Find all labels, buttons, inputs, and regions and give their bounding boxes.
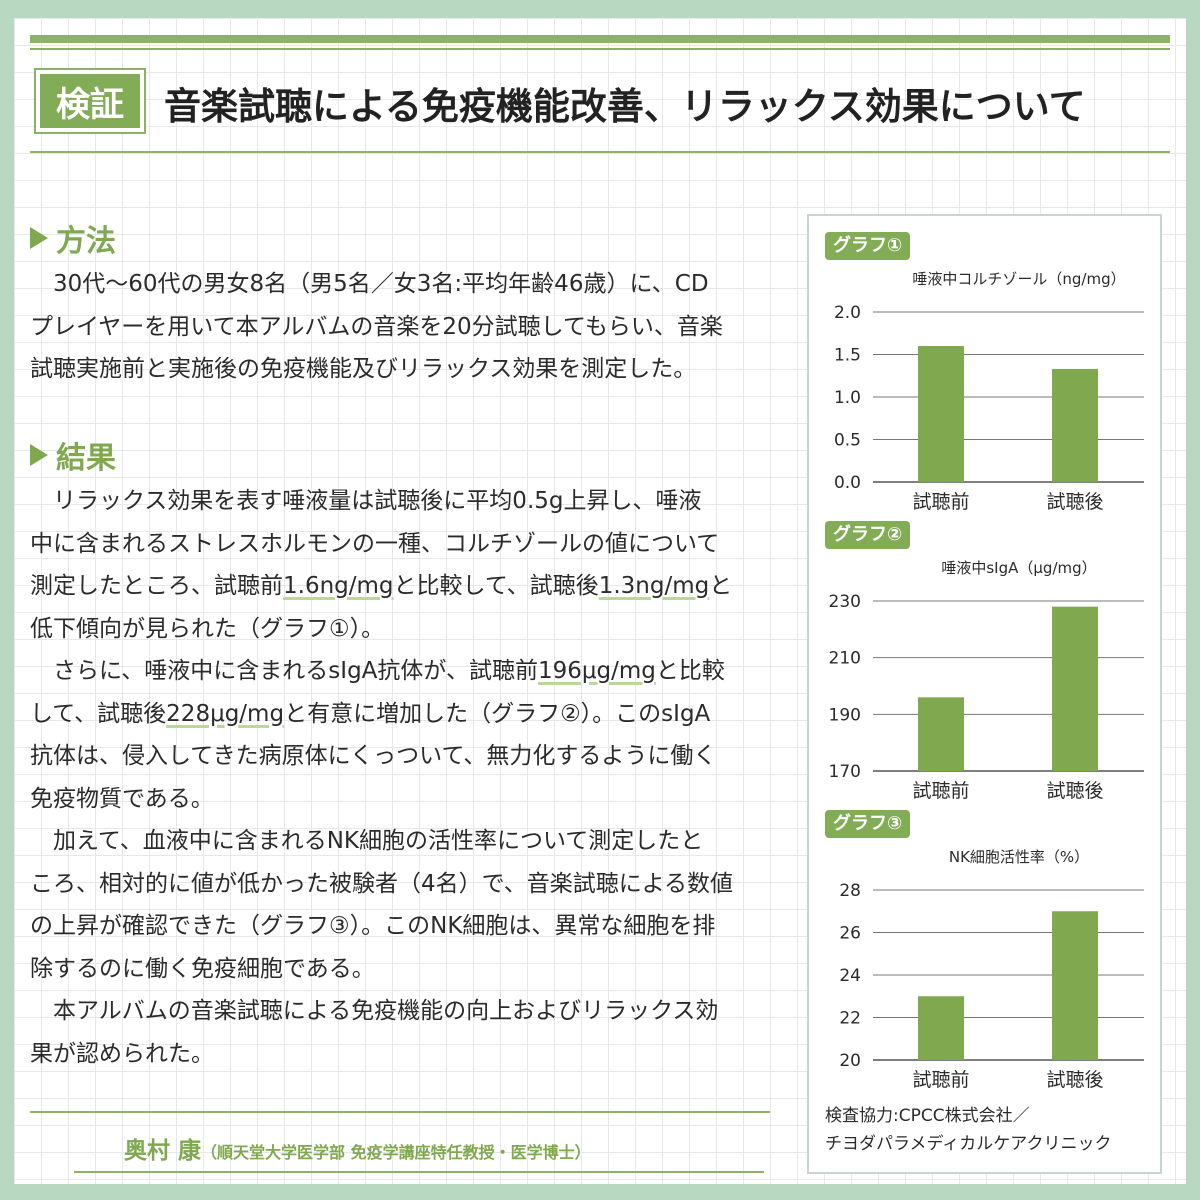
y-tick-label: 24 (839, 966, 861, 986)
x-category-label: 試聴前 (912, 491, 969, 510)
top-rule (30, 35, 1170, 43)
page-title: 音楽試聴による免疫機能改善、リラックス効果について (164, 85, 1086, 128)
results-heading-label: 結果 (56, 441, 116, 476)
results-line: 除するのに働く免疫細胞である。 (30, 955, 375, 982)
top-rule-thin (30, 48, 1170, 50)
method-heading-label: 方法 (56, 224, 116, 259)
author-affiliation: （順天堂大学医学部 免疫学講座特任教授・医学博士） (201, 1143, 591, 1162)
y-tick-label: 230 (829, 592, 861, 612)
credit-note-line: チヨダパラメディカルケアクリニック (825, 1134, 1112, 1154)
credit-note-line: 検査協力:CPCC株式会社／ (825, 1106, 1030, 1126)
value-highlight: 1.3ng/mg (598, 573, 710, 599)
graph2-chart: 唾液中sIgA（μg/mg） 230 210 190 170 試聴前 試聴後 (829, 559, 1144, 801)
y-tick-label: 22 (839, 1009, 861, 1029)
bar-after (1052, 911, 1098, 1060)
method-line: 30代〜60代の男女8名（男5名／女3名:平均年齢46歳）に、CD (53, 271, 709, 297)
triangle-bullet-icon (30, 227, 48, 249)
credit-note: 検査協力:CPCC株式会社／ チヨダパラメディカルケアクリニック (825, 1102, 1111, 1158)
y-tick-label: 0.0 (834, 473, 861, 493)
results-line: 果が認められた。 (30, 1040, 214, 1067)
y-tick-label: 190 (829, 705, 861, 725)
results-line: ころ、相対的に値が低かった被験者（4名）で、音楽試聴による数値 (30, 870, 734, 897)
chart-title: NK細胞活性率（%） (949, 848, 1089, 866)
badge-label: 検証 (40, 74, 140, 128)
graph1-chart: 唾液中コルチゾール（ng/mg） 2.0 1.5 1.0 0.5 0.0 試聴前 試聴後 (834, 270, 1144, 510)
results-line: リラックス効果を表す唾液量は試聴後に平均0.5g上昇し、唾液 (53, 488, 702, 514)
text-run: と有意に増加した（グラフ②）。このsIgA (284, 700, 711, 727)
title-underline (30, 151, 1170, 153)
author-name: 奥村 康 (124, 1138, 202, 1164)
x-category-label: 試聴後 (1046, 780, 1103, 801)
author-rule-top (30, 1111, 770, 1113)
chart-panel: グラフ① 唾液中コルチゾール（ng/mg） 2.0 1.5 1.0 0.5 0.0 試聴前試… (807, 214, 1162, 1174)
bar-before (918, 346, 964, 482)
text-run: 測定したところ、試聴前 (30, 573, 283, 599)
method-text: 30代〜60代の男女8名（男5名／女3名:平均年齢46歳）に、CD プレイヤーを… (30, 263, 770, 391)
y-tick-label: 170 (829, 762, 861, 782)
bar-after (1052, 606, 1098, 771)
y-tick-label: 28 (839, 881, 861, 901)
text-run: と比較 (655, 658, 725, 684)
text-run: と比較して、試聴後 (393, 573, 599, 599)
results-line: 抗体は、侵入してきた病原体にくっついて、無力化するように働く (30, 743, 717, 769)
y-tick-label: 1.0 (834, 388, 861, 408)
results-line: 加えて、血液中に含まれるNK細胞の活性率について測定したと (53, 828, 704, 854)
results-line: 本アルバムの音楽試聴による免疫機能の向上およびリラックス効 (53, 998, 719, 1024)
results-line: して、試聴後228μg/mgと有意に増加した（グラフ②）。このsIgA (30, 693, 770, 736)
y-tick-label: 20 (839, 1051, 861, 1071)
bar-before (918, 697, 964, 771)
x-category-label: 試聴前 (912, 1069, 969, 1090)
y-tick-label: 1.5 (834, 346, 861, 366)
method-line: 試聴実施前と実施後の免疫機能及びリラックス効果を測定した。 (30, 356, 697, 382)
x-category-label: 試聴後 (1046, 491, 1103, 510)
y-tick-label: 2.0 (834, 303, 861, 323)
text-run: して、試聴後 (30, 700, 167, 727)
results-text: リラックス効果を表す唾液量は試聴後に平均0.5g上昇し、唾液 中に含まれるストレ… (30, 480, 770, 1075)
y-tick-label: 210 (829, 649, 861, 669)
chart-title: 唾液中sIgA（μg/mg） (941, 559, 1096, 577)
results-line: 中に含まれるストレスホルモンの一種、コルチゾールの値について (30, 530, 720, 557)
results-line: の上昇が確認できた（グラフ③）。このNK細胞は、異常な細胞を排 (30, 913, 716, 939)
value-highlight: 196μg/mg (537, 658, 656, 684)
bar-after (1052, 368, 1098, 482)
results-line: さらに、唾液中に含まれるsIgA抗体が、試聴前196μg/mgと比較 (30, 650, 770, 693)
y-tick-label: 0.5 (834, 431, 861, 451)
method-line: プレイヤーを用いて本アルバムの音楽を20分試聴してもらい、音楽 (30, 313, 723, 340)
value-highlight: 228μg/mg (166, 700, 285, 727)
results-heading: 結果 (30, 433, 116, 477)
author-rule-bottom (74, 1171, 764, 1173)
results-line: 免疫物質である。 (30, 785, 214, 812)
article-page: 検証 音楽試聴による免疫機能改善、リラックス効果について 方法 30代〜60代の… (14, 18, 1186, 1184)
graph3-tag: グラフ③ (825, 810, 911, 838)
graph1-tag: グラフ① (825, 232, 911, 260)
graph2-tag: グラフ② (825, 521, 911, 549)
results-line: 低下傾向が見られた（グラフ①）。 (30, 615, 385, 642)
x-category-label: 試聴前 (912, 780, 969, 801)
y-tick-label: 26 (839, 924, 861, 944)
verification-badge: 検証 (34, 68, 146, 134)
graph3-chart: NK細胞活性率（%） 28 26 24 22 20 試聴前 試聴後 (839, 848, 1144, 1090)
triangle-bullet-icon (30, 444, 48, 466)
method-heading: 方法 (30, 216, 116, 260)
text-run: と (709, 573, 733, 599)
text-run: さらに、唾液中に含まれるsIgA抗体が、試聴前 (53, 658, 538, 684)
bar-before (918, 996, 964, 1060)
chart-title: 唾液中コルチゾール（ng/mg） (912, 270, 1125, 288)
x-category-label: 試聴後 (1046, 1069, 1103, 1090)
value-highlight: 1.6ng/mg (283, 573, 394, 599)
results-line: 測定したところ、試聴前1.6ng/mgと比較して、試聴後1.3ng/mgと (30, 565, 770, 608)
author-credit: 奥村 康（順天堂大学医学部 免疫学講座特任教授・医学博士） (124, 1131, 591, 1165)
